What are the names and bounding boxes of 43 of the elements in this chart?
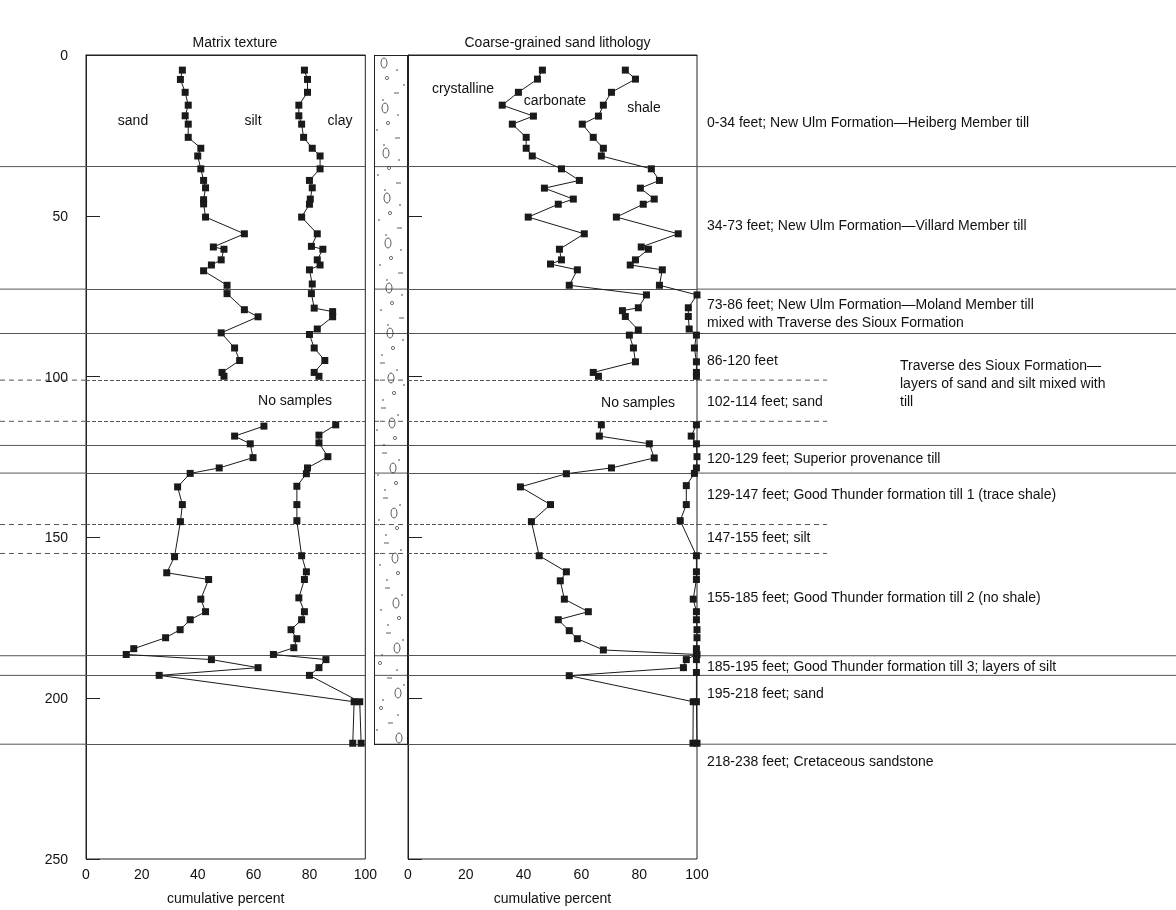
x-tick-label: 80 (631, 866, 648, 882)
x-tick-label: 100 (685, 866, 709, 882)
annotation: silt (244, 112, 262, 128)
x-tick-label: 40 (515, 866, 532, 882)
text: 129-147 feet; Good Thunder formation till 1 (trace shale) (707, 486, 1057, 502)
text: 102-114 feet; sand (707, 393, 823, 409)
text: 34-73 feet; New Ulm Formation—Villard Member till (707, 217, 1027, 233)
annotation: sand (117, 112, 149, 128)
text: 86-120 feet (707, 352, 778, 368)
x-tick-label: 0 (404, 866, 413, 882)
text: 120-129 feet; Superior provenance till (707, 450, 941, 466)
y-tick-label: 0 (60, 47, 69, 63)
x-tick-label: 20 (134, 866, 150, 882)
y-tick-label: 250 (44, 851, 69, 867)
x-tick-label: 60 (573, 866, 590, 882)
x-tick-label: 40 (189, 866, 206, 882)
y-tick-label: 50 (52, 207, 69, 224)
text: Traverse des Sioux Formation— layers of sand and silt mixed with till (900, 357, 1106, 409)
annotation: No samples (601, 394, 675, 410)
y-tick-label: 200 (44, 690, 69, 707)
annotation: shale (627, 99, 661, 115)
x-axis-title: cumulative percent (493, 890, 612, 906)
text: 147-155 feet; silt (707, 529, 811, 545)
text: 73-86 feet; New Ulm Formation—Moland Member till mixed with Traverse des Sioux Formation (707, 296, 1034, 330)
x-tick-label: 20 (458, 866, 474, 882)
annotation: carbonate (523, 92, 587, 108)
text: 0-34 feet; New Ulm Formation—Heiberg Member till (707, 114, 1030, 130)
chart-title: Coarse-grained sand lithology (464, 34, 651, 50)
text: 195-218 feet; sand (707, 685, 824, 701)
x-tick-label: 0 (82, 866, 91, 882)
annotation: crystalline (431, 80, 495, 96)
chart-title: Matrix texture (192, 34, 278, 50)
annotation: clay (327, 112, 353, 128)
annotation: No samples (258, 392, 332, 408)
y-tick-label: 150 (44, 529, 69, 546)
x-tick-label: 100 (353, 866, 378, 882)
x-axis-title: cumulative percent (166, 890, 285, 906)
x-tick-label: 60 (245, 866, 262, 882)
text: 185-195 feet; Good Thunder formation till 3; layers of silt (707, 658, 1057, 674)
text: 155-185 feet; Good Thunder formation till 2 (no shale) (707, 589, 1041, 605)
x-tick-label: 80 (301, 866, 318, 882)
y-tick-label: 100 (44, 368, 69, 385)
text: 218-238 feet; Cretaceous sandstone (707, 753, 934, 769)
